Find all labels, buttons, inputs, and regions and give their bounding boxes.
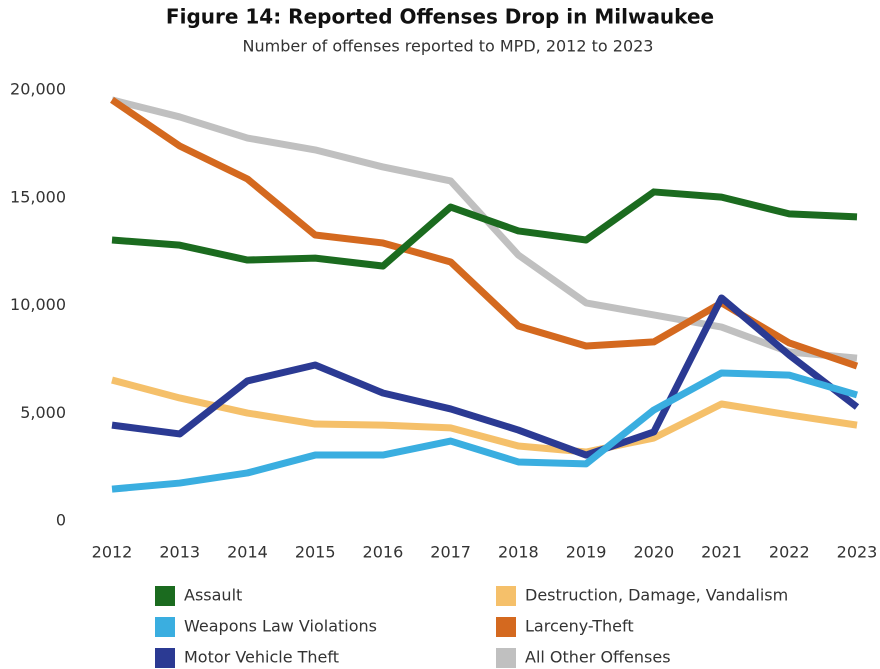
series-line bbox=[111, 376, 858, 456]
legend-label: Assault bbox=[184, 586, 242, 605]
x-tick-label: 2021 bbox=[701, 543, 742, 562]
legend-swatch bbox=[496, 617, 516, 637]
y-tick-label: 15,000 bbox=[10, 187, 66, 206]
y-tick-label: 5,000 bbox=[20, 403, 66, 422]
legend-swatch bbox=[155, 617, 175, 637]
x-tick-label: 2017 bbox=[430, 543, 471, 562]
series-line bbox=[111, 369, 858, 493]
legend-label: All Other Offenses bbox=[525, 648, 671, 667]
legend-label: Destruction, Damage, Vandalism bbox=[525, 586, 788, 605]
chart-title: Figure 14: Reported Offenses Drop in Mil… bbox=[166, 5, 714, 29]
legend-swatch bbox=[155, 586, 175, 606]
y-tick-label: 10,000 bbox=[10, 295, 66, 314]
legend-swatch bbox=[496, 586, 516, 606]
series-line bbox=[110, 97, 859, 370]
legend-swatch bbox=[155, 648, 175, 668]
legend-swatch bbox=[496, 648, 516, 668]
x-tick-label: 2012 bbox=[92, 543, 133, 562]
legend-label: Motor Vehicle Theft bbox=[184, 648, 339, 667]
chart-subtitle: Number of offenses reported to MPD, 2012… bbox=[243, 37, 654, 56]
x-tick-label: 2014 bbox=[227, 543, 268, 562]
legend-label: Larceny-Theft bbox=[525, 617, 634, 636]
x-tick-label: 2016 bbox=[363, 543, 404, 562]
x-tick-label: 2018 bbox=[498, 543, 539, 562]
y-tick-label: 0 bbox=[56, 511, 66, 530]
legend-label: Weapons Law Violations bbox=[184, 617, 377, 636]
x-tick-label: 2013 bbox=[159, 543, 200, 562]
x-tick-label: 2015 bbox=[295, 543, 336, 562]
series-line bbox=[111, 188, 858, 270]
x-tick-label: 2020 bbox=[633, 543, 674, 562]
x-tick-label: 2022 bbox=[769, 543, 810, 562]
y-tick-label: 20,000 bbox=[10, 80, 66, 99]
x-tick-label: 2023 bbox=[837, 543, 878, 562]
series-line bbox=[111, 294, 860, 459]
x-tick-label: 2019 bbox=[566, 543, 607, 562]
